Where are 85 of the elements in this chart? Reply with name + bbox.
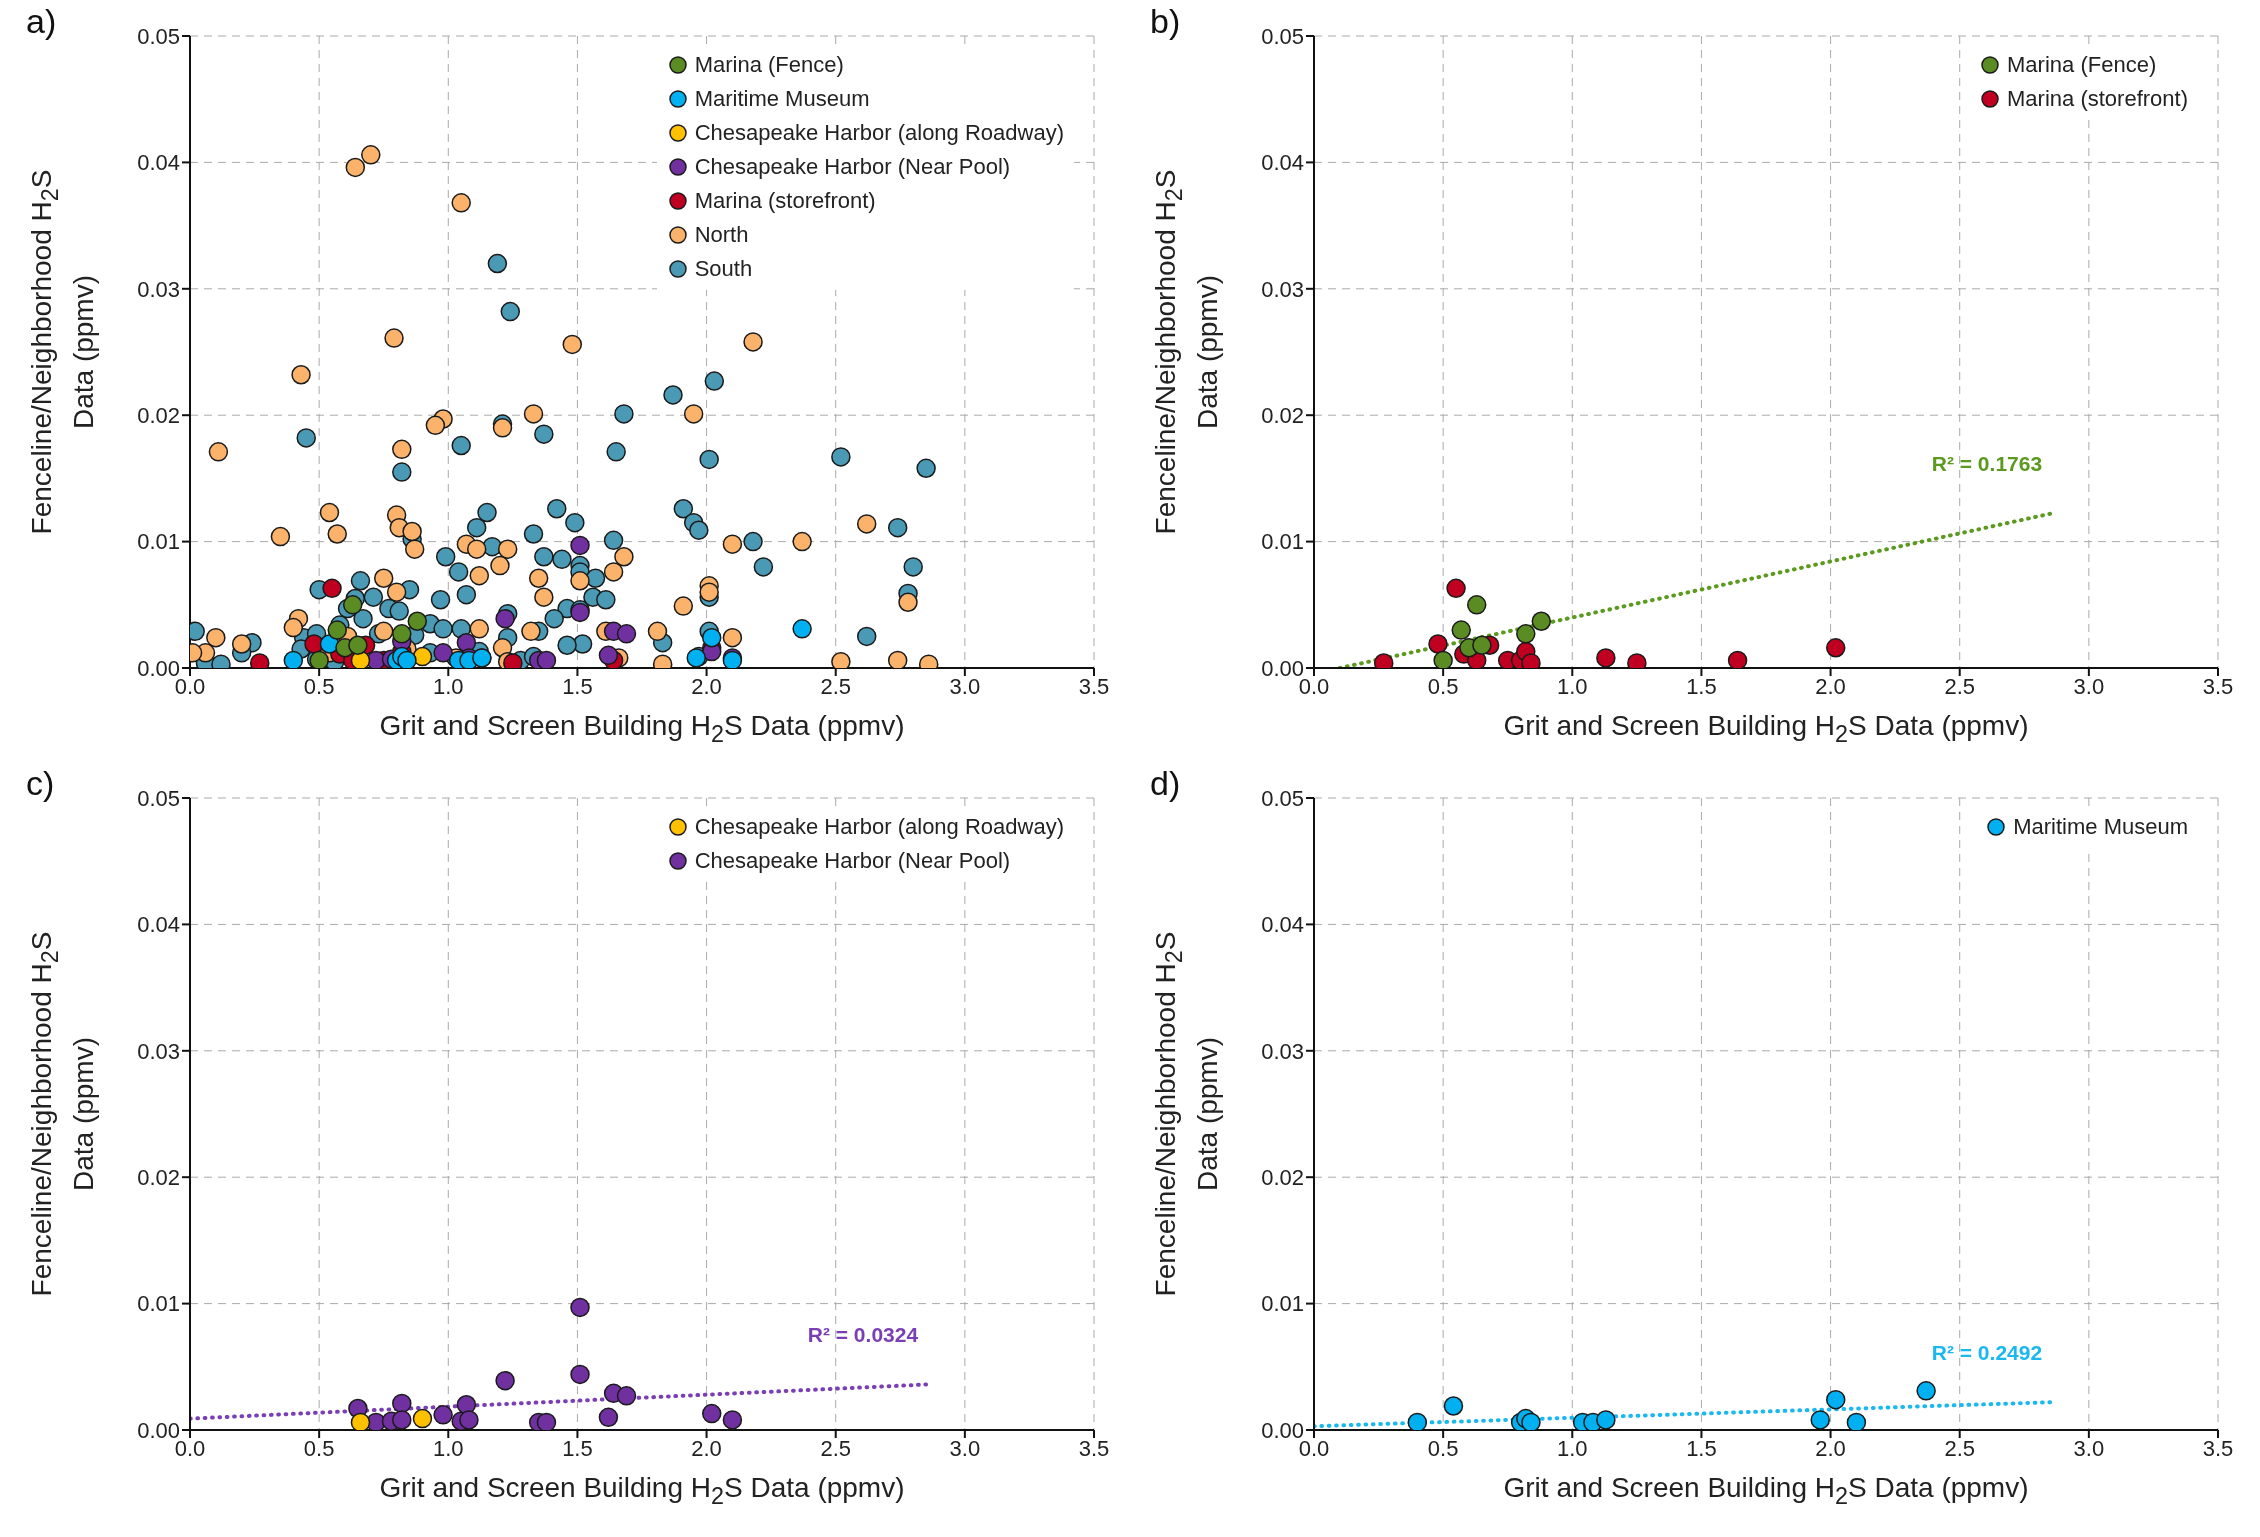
chart-title: b) [1150,2,1181,41]
legend-label: Chesapeake Harbor (Near Pool) [694,153,1011,181]
point [433,1405,453,1425]
point [459,1410,479,1430]
annotation: R² = 0.2492 [1931,1340,2043,1364]
x-tick-label: 3.5 [1078,673,1110,699]
x-axis-title: Grit and Screen Building H$_{2}$S Data (ppmv) [378,1472,906,1510]
point [536,1412,557,1430]
y-tick-label: 0.03 [137,1038,180,1064]
x-axis-title: Grit and Screen Building H$_{2}$S Data (ppmv) [1502,1472,2030,1510]
x-tick-label: 1.5 [1686,673,1717,699]
point [722,1410,743,1430]
y-tick-label: 0.05 [137,23,180,49]
legend-label: South [694,255,753,283]
legend-label: Chesapeake Harbor (along Roadway) [694,119,1064,147]
x-tick-label: 2.5 [820,1435,852,1461]
y-tick-label: 0.02 [137,1165,180,1191]
x-tick-label: 2.0 [1815,1435,1846,1461]
x-tick-label: 2.0 [691,1435,722,1461]
x-axis-title: Grit and Screen Building H$_{2}$S Data (ppmv) [378,710,906,748]
y-tick-label: 0.05 [137,785,180,811]
y-tick-label: 0.04 [1261,912,1304,938]
legend-label: Chesapeake Harbor (Near Pool) [694,847,1011,875]
legend-label: Maritime Museum [2013,813,2188,841]
point [598,1407,619,1428]
x-tick-label: 0.5 [303,1435,335,1461]
legend-label: North [694,221,749,249]
chart-title: c) [26,764,55,803]
point [495,1370,515,1391]
x-tick-label: 2.5 [1944,673,1976,699]
point [392,1393,412,1414]
x-tick-label: 2.0 [1815,673,1846,699]
x-tick-label: 3.0 [2073,673,2105,699]
chart-title: d) [1150,764,1181,803]
y-tick-label: 0.01 [137,529,180,555]
legend-label: Marina (storefront) [2007,85,2188,113]
x-tick-label: 1.5 [562,1435,593,1461]
x-tick-label: 1.5 [562,673,593,699]
y-tick-label: 0.02 [137,403,180,429]
chart-title: a) [26,2,57,41]
x-tick-label: 1.0 [1556,1435,1588,1461]
x-tick-label: 3.0 [949,1435,981,1461]
point [570,1364,590,1385]
point [616,1386,637,1406]
y-tick-label: 0.01 [137,1291,180,1317]
legend-label: Marina (Fence) [694,51,844,79]
x-tick-label: 0.5 [303,673,335,699]
point [350,1412,371,1430]
x-tick-label: 1.0 [1556,673,1588,699]
point [392,1410,412,1430]
x-tick-label: 2.5 [1944,1435,1976,1461]
y-tick-label: 0.01 [1261,529,1304,555]
legend-label: Maritime Museum [694,85,870,113]
annotation: R² = 0.0324 [807,1323,919,1347]
x-tick-label: 2.5 [820,673,852,699]
annotation: R² = 0.1763 [1931,452,2043,476]
y-tick-label: 0.01 [1261,1291,1304,1317]
x-tick-label: 0.5 [1427,1435,1459,1461]
y-tick-label: 0.02 [1261,403,1304,429]
x-tick-label: 1.0 [432,673,464,699]
y-tick-label: 0.03 [1261,1038,1304,1064]
point [570,1297,590,1318]
y-tick-label: 0.04 [1261,150,1304,176]
x-tick-label: 1.5 [1686,1435,1717,1461]
legend-label: Chesapeake Harbor (along Roadway) [694,813,1064,841]
x-tick-label: 3.5 [2202,1435,2234,1461]
x-tick-label: 1.0 [432,1435,464,1461]
y-tick-label: 0.04 [137,150,180,176]
x-tick-label: 2.0 [691,673,722,699]
x-tick-label: 0.5 [1427,673,1459,699]
x-tick-label: 3.5 [2202,673,2234,699]
y-tick-label: 0.05 [1261,785,1304,811]
y-tick-label: 0.02 [1261,1165,1304,1191]
y-tick-label: 0.03 [1261,276,1304,302]
point [412,1408,433,1429]
y-tick-label: 0.05 [1261,23,1304,49]
x-tick-label: 3.0 [2073,1435,2105,1461]
point [701,1403,722,1424]
x-axis-title: Grit and Screen Building H$_{2}$S Data (ppmv) [1502,710,2030,748]
x-tick-label: 3.0 [949,673,981,699]
y-tick-label: 0.03 [137,276,180,302]
x-tick-label: 3.5 [1078,1435,1110,1461]
y-tick-label: 0.04 [137,912,180,938]
legend-label: Marina (storefront) [694,187,876,215]
legend-label: Marina (Fence) [2007,51,2157,79]
